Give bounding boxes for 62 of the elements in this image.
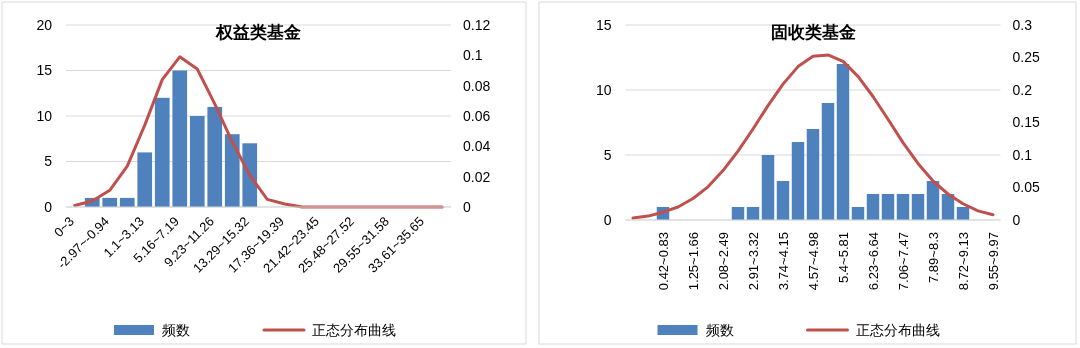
chart-title: 权益类基金 xyxy=(215,23,301,42)
bar xyxy=(866,194,880,220)
y-tick-label: 0 xyxy=(44,198,53,215)
legend-label: 频数 xyxy=(705,321,734,338)
x-tick-label: 8.72~9.13 xyxy=(955,232,971,291)
bar xyxy=(119,197,135,207)
y2-tick-label: 0 xyxy=(1012,211,1021,228)
y-tick-label: 0 xyxy=(603,211,612,228)
bar xyxy=(776,181,790,220)
y2-tick-label: 0.15 xyxy=(1012,114,1040,131)
x-tick-label: 7.06~7.47 xyxy=(895,232,911,291)
y-tick-label: 15 xyxy=(36,62,53,79)
x-tick-label: 2.08~2.49 xyxy=(715,232,731,291)
x-tick-label: 5.4~5.81 xyxy=(835,232,851,283)
y2-tick-label: 0.1 xyxy=(463,47,483,64)
bar xyxy=(102,197,118,207)
y2-tick-label: 0.05 xyxy=(1012,179,1040,196)
y2-tick-label: 0.2 xyxy=(1012,81,1033,98)
y-tick-label: 5 xyxy=(603,146,612,163)
bar xyxy=(242,143,258,207)
bar xyxy=(896,194,910,220)
y-tick-label: 10 xyxy=(36,107,53,124)
x-tick-label: 6.23~6.64 xyxy=(865,232,881,291)
y-tick-label: 10 xyxy=(595,81,612,98)
y2-tick-label: 0.12 xyxy=(463,16,491,33)
bar xyxy=(881,194,895,220)
y-tick-label: 15 xyxy=(595,16,612,33)
y2-tick-label: 0.3 xyxy=(1012,16,1033,33)
y2-tick-label: 0.25 xyxy=(1012,49,1040,66)
bar xyxy=(207,106,223,207)
y-tick-label: 20 xyxy=(36,16,53,33)
legend-label: 正态分布曲线 xyxy=(855,321,940,338)
bar xyxy=(761,155,775,220)
y2-tick-label: 0.1 xyxy=(1012,146,1033,163)
bar xyxy=(224,134,240,207)
y2-tick-label: 0.08 xyxy=(463,77,491,94)
chart-title: 固收类基金 xyxy=(770,23,856,42)
x-tick-label: 2.91~3.32 xyxy=(745,232,761,291)
line-series xyxy=(631,53,995,220)
bar xyxy=(806,129,820,220)
y2-tick-label: 0.06 xyxy=(463,107,491,124)
y2-tick-label: 0.04 xyxy=(463,138,491,155)
bar xyxy=(791,142,805,220)
legend-label: 频数 xyxy=(162,321,190,338)
y2-tick-label: 0.02 xyxy=(463,168,491,185)
x-tick-label: 7.89~8.3 xyxy=(925,232,941,283)
bar xyxy=(154,97,170,207)
bar xyxy=(821,103,835,220)
x-tick-label: 3.74~4.15 xyxy=(775,232,791,291)
bar xyxy=(172,70,188,207)
y2-tick-label: 0 xyxy=(463,198,471,215)
x-tick-label: 1.25~1.66 xyxy=(685,232,701,291)
line-series xyxy=(73,55,444,209)
x-tick-label: 0.42~0.83 xyxy=(655,232,671,291)
bar xyxy=(911,194,925,220)
bar xyxy=(836,64,850,220)
x-tick-label: 9.55~9.97 xyxy=(985,232,1001,291)
bar xyxy=(189,116,205,207)
x-tick-label: 4.57~4.98 xyxy=(805,232,821,291)
bar xyxy=(137,152,153,207)
legend-label: 正态分布曲线 xyxy=(312,321,396,338)
y-tick-label: 5 xyxy=(44,153,53,170)
